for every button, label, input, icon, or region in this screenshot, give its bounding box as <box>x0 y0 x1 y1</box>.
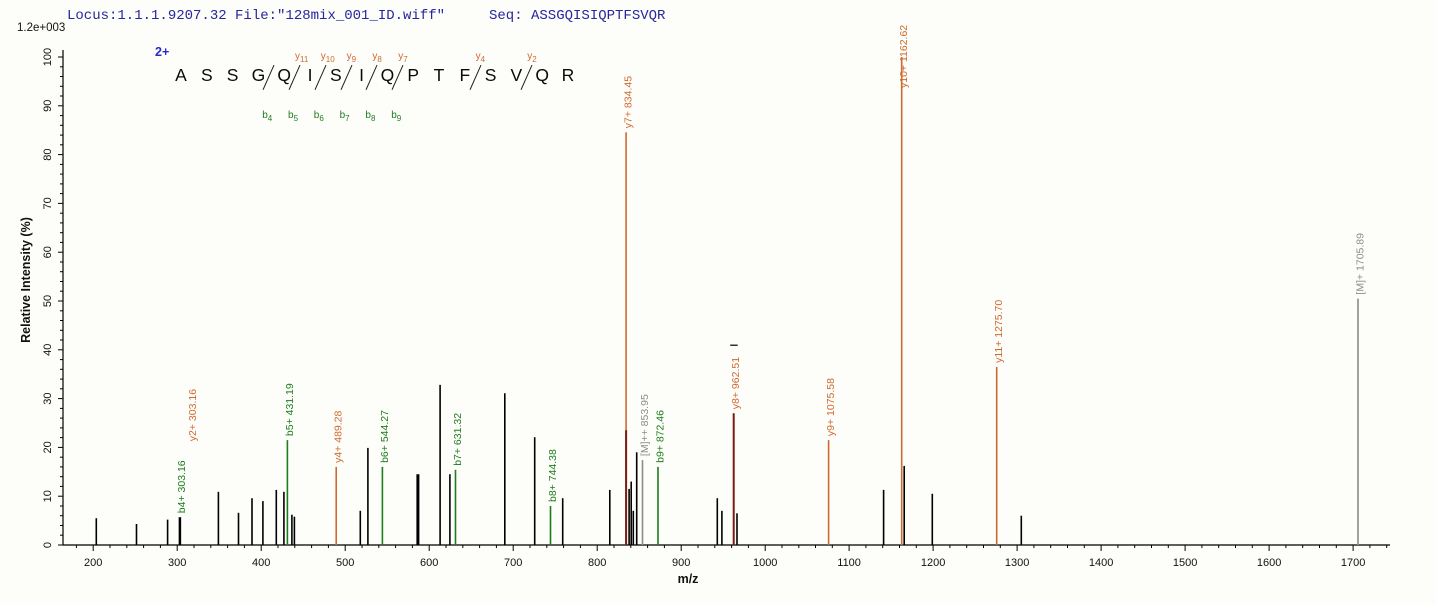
y-tick-label: 60 <box>42 246 54 258</box>
x-tick-label: 400 <box>252 557 270 569</box>
peak-label: y4+ 489.28 <box>333 410 345 462</box>
x-tick-label: 800 <box>588 557 606 569</box>
b-ion-label: b8 <box>365 110 376 123</box>
x-tick-label: 300 <box>168 557 186 569</box>
peak-label: y8+ 962.51 <box>730 357 742 409</box>
residue: S <box>484 65 497 85</box>
b-ion-label: b6 <box>313 110 324 123</box>
axes: 200 300 400 500 600 700 800 900 1000 1100 1200 1300… <box>19 48 1390 586</box>
x-tick-label: 1500 <box>1173 557 1197 569</box>
b-ion-label: b9 <box>391 110 402 123</box>
residue: V <box>510 65 523 85</box>
peak-label: b5+ 431.19 <box>284 383 296 436</box>
max-intensity-label: 1.2e+003 <box>17 22 66 34</box>
y-ion-label: y9 <box>346 51 357 64</box>
y-tick-label: 30 <box>42 392 54 404</box>
precursor-charge-label: 2+ <box>155 45 170 59</box>
residue: A <box>175 65 187 85</box>
y-ion-label: y10 <box>320 51 335 64</box>
peak-label: b6+ 544.27 <box>379 410 391 463</box>
x-tick-label: 900 <box>672 557 690 569</box>
residue: I <box>359 65 365 85</box>
residue: I <box>307 65 313 85</box>
y-tick-label: 10 <box>42 490 54 502</box>
x-tick-label: 1200 <box>921 557 945 569</box>
y-tick-label: 20 <box>42 441 54 453</box>
residue: S <box>226 65 239 85</box>
y-tick-label: 80 <box>42 148 54 160</box>
x-tick-label: 600 <box>420 557 438 569</box>
y-ion-label: y2 <box>527 51 537 64</box>
y-tick-label: 70 <box>42 197 54 209</box>
x-tick-label: 1100 <box>837 557 861 569</box>
peak-label: y9+ 1075.58 <box>825 378 837 436</box>
residue: Q <box>277 65 291 85</box>
peak-label: y10+ 1162.62 <box>898 25 910 88</box>
residue: Q <box>380 65 395 85</box>
x-tick-label: 1600 <box>1257 557 1281 569</box>
b-ion-label: b4 <box>262 110 273 123</box>
header-locus-file: Locus:1.1.1.9207.32 File:"128mix_001_ID.… <box>67 8 446 24</box>
peak-label: b9+ 872.46 <box>655 410 667 463</box>
y-tick-label: 50 <box>42 295 54 307</box>
peak-label: b8+ 744.38 <box>547 449 559 502</box>
residue: S <box>200 65 213 85</box>
y-tick-label: 0 <box>42 542 54 548</box>
x-tick-label: 700 <box>504 557 522 569</box>
peak-label: [M]+ 1705.89 <box>1355 233 1367 295</box>
residue: R <box>561 65 575 85</box>
peak-label: y2+ 303.16 <box>187 389 199 441</box>
b-ion-label: b7 <box>339 110 350 123</box>
x-axis-title: m/z <box>678 572 699 586</box>
peak-label: y11+ 1275.70 <box>993 300 1005 363</box>
peak-label: y7+ 834.45 <box>623 76 635 128</box>
b-ion-label: b5 <box>288 110 299 123</box>
peak-label: b4+ 303.16 <box>176 460 188 513</box>
y-tick-label: 100 <box>42 48 54 66</box>
y-ion-label: y8 <box>372 51 382 64</box>
y-axis-title: Relative Intensity (%) <box>19 217 33 343</box>
x-tick-label: 1400 <box>1089 557 1113 569</box>
residue: P <box>407 65 420 85</box>
y-tick-label: 40 <box>42 344 54 356</box>
y-ion-label: y11 <box>295 51 309 64</box>
peak-label: [M]++ 853.95 <box>639 394 651 456</box>
residue: Q <box>535 65 549 85</box>
x-tick-label: 1300 <box>1005 557 1029 569</box>
residue: T <box>433 65 445 85</box>
y-ion-label: y4 <box>475 51 486 64</box>
residue: F <box>459 65 471 85</box>
x-tick-label: 1700 <box>1341 557 1365 569</box>
residue: G <box>251 65 266 85</box>
residue: S <box>329 65 342 85</box>
x-tick-label: 200 <box>84 557 102 569</box>
x-tick-label: 500 <box>336 557 354 569</box>
y-tick-label: 90 <box>42 100 54 112</box>
peak-labels: b4+ 303.16 y2+ 303.16 b5+ 431.19 y4+ 489.28… <box>176 25 1367 514</box>
peaks <box>95 57 1359 545</box>
header-sequence: Seq: ASSGQISIQPTFSVQR <box>489 8 666 24</box>
y-ion-label: y7 <box>398 51 408 64</box>
x-tick-label: 1000 <box>753 557 777 569</box>
peak-label: b7+ 631.32 <box>452 413 464 466</box>
